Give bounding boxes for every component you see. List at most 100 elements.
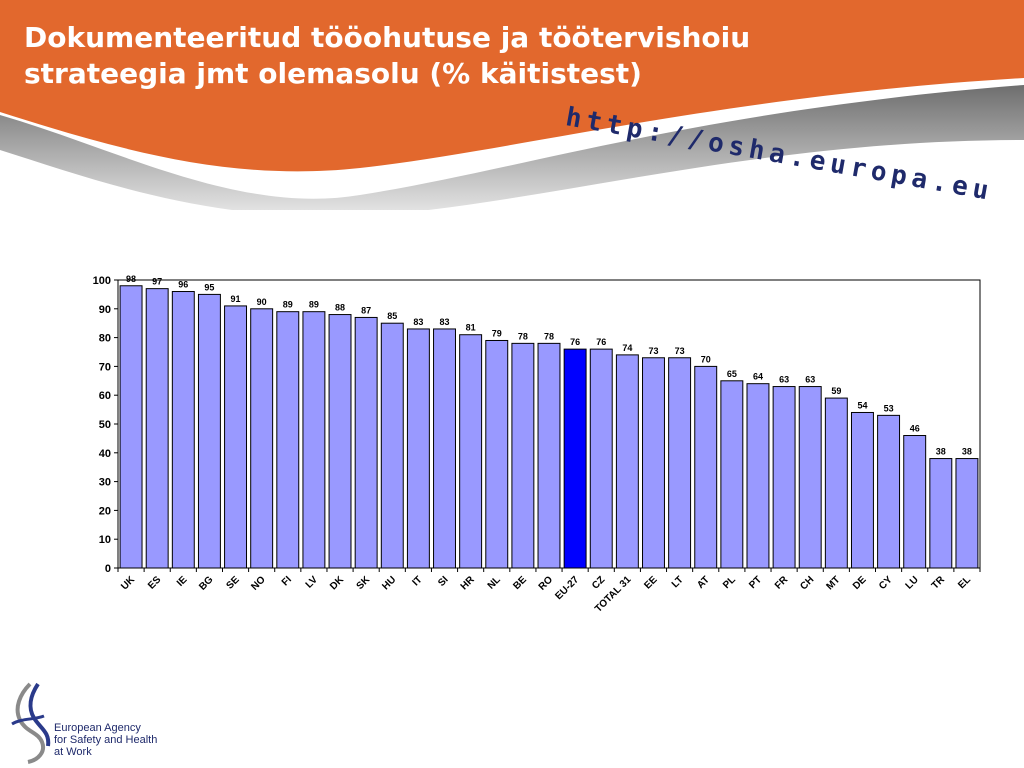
bar-pt <box>746 383 770 569</box>
y-tick-label: 20 <box>99 505 111 517</box>
bar-ie <box>171 291 195 569</box>
y-tick-label: 50 <box>99 419 111 431</box>
x-tick-label: UK <box>119 574 138 593</box>
data-label: 59 <box>831 386 841 396</box>
data-label: 88 <box>335 303 345 313</box>
data-label: 81 <box>466 323 476 333</box>
data-label: 83 <box>413 317 423 327</box>
header-banner <box>0 0 1024 210</box>
x-tick-label: BG <box>197 574 216 593</box>
x-tick-label: FI <box>280 574 294 588</box>
bar-fi <box>276 311 300 569</box>
bar-cz <box>589 348 613 569</box>
bar-nl <box>485 339 509 569</box>
data-label: 64 <box>753 372 763 382</box>
x-tick-label: BE <box>511 574 529 592</box>
data-labels: 98 97 96 95 91 90 89 89 88 87 85 83 83 81 79 78 78 76 76 74… <box>126 274 972 457</box>
x-tick-label: FR <box>773 574 791 592</box>
bar-eu-27 <box>563 348 587 569</box>
x-tick-label: AT <box>695 574 712 591</box>
x-tick-label: IE <box>175 574 190 589</box>
bar-fr <box>772 386 796 569</box>
data-label: 73 <box>675 346 685 356</box>
y-tick-label: 70 <box>99 361 111 373</box>
data-label: 89 <box>309 300 319 310</box>
data-label: 91 <box>231 294 241 304</box>
bar-de <box>850 411 874 569</box>
x-tick-label: MT <box>824 574 842 592</box>
x-tick-label: SI <box>436 574 451 589</box>
bar-sk <box>354 316 378 569</box>
y-tick-label: 0 <box>105 563 111 575</box>
data-label: 76 <box>570 337 580 347</box>
x-tick-label: NL <box>486 574 503 591</box>
eu-osha-logo <box>11 682 51 764</box>
y-tick-label: 40 <box>99 448 111 460</box>
x-tick-label: LU <box>904 574 921 591</box>
logo-line-3: at Work <box>54 746 92 758</box>
bars <box>119 285 979 569</box>
x-tick-label: RO <box>537 574 556 593</box>
y-axis: 0 10 20 30 40 50 60 70 80 90 100 <box>93 275 981 575</box>
bar-mt <box>824 397 848 569</box>
bar-at <box>694 365 718 569</box>
data-label: 90 <box>257 297 267 307</box>
data-label: 97 <box>152 277 162 287</box>
bar-se <box>224 305 248 569</box>
bar-bg <box>197 293 221 569</box>
data-label: 79 <box>492 328 502 338</box>
bar-lv <box>302 311 326 569</box>
data-label: 70 <box>701 354 711 364</box>
y-tick-label: 90 <box>99 304 111 316</box>
data-label: 78 <box>518 331 528 341</box>
x-tick-label: PT <box>747 574 764 591</box>
x-tick-label: SK <box>355 574 373 592</box>
bar-chart: 0 10 20 30 40 50 60 70 80 90 100 98 97 96 95 91 90 89 89 8… <box>93 274 981 615</box>
data-label: 73 <box>648 346 658 356</box>
data-label: 85 <box>387 311 397 321</box>
bar-uk <box>119 285 143 569</box>
x-tick-label: DK <box>328 574 347 593</box>
x-tick-label: EU-27 <box>553 574 581 602</box>
bar-hu <box>380 322 404 569</box>
data-label: 63 <box>779 375 789 385</box>
data-label: 63 <box>805 375 815 385</box>
data-label: 53 <box>884 403 894 413</box>
x-tick-label: PL <box>721 574 738 591</box>
x-tick-label: DE <box>851 574 869 592</box>
bar-dk <box>328 314 352 569</box>
x-tick-label: SE <box>224 574 241 591</box>
x-tick-label: HU <box>380 574 398 592</box>
logo-line-2: for Safety and Health <box>54 734 158 746</box>
bar-cy <box>877 414 901 569</box>
data-label: 95 <box>204 282 214 292</box>
x-tick-label: TR <box>930 574 948 592</box>
bar-ch <box>798 386 822 569</box>
data-label: 89 <box>283 300 293 310</box>
data-label: 83 <box>440 317 450 327</box>
bar-ro <box>537 342 561 569</box>
data-label: 38 <box>962 447 972 457</box>
bar-be <box>511 342 535 569</box>
data-label: 76 <box>596 337 606 347</box>
bar-total-31 <box>615 354 639 569</box>
data-label: 46 <box>910 424 920 434</box>
x-tick-label: CY <box>877 574 895 592</box>
y-tick-label: 100 <box>93 275 111 287</box>
x-tick-label: CZ <box>590 574 607 591</box>
data-label: 65 <box>727 369 737 379</box>
data-label: 98 <box>126 274 136 284</box>
logo-line-1: European Agency <box>54 722 141 734</box>
x-tick-label: ES <box>146 574 163 591</box>
bar-si <box>433 328 456 569</box>
data-label: 87 <box>361 305 371 315</box>
x-tick-label: CH <box>798 574 816 592</box>
x-tick-label: LT <box>670 574 686 590</box>
y-tick-label: 30 <box>99 477 111 489</box>
bar-tr <box>929 458 953 569</box>
x-tick-label: EE <box>642 574 659 591</box>
data-label: 54 <box>857 400 867 410</box>
agency-name: European Agency for Safety and Health at… <box>54 722 157 758</box>
x-tick-label: NO <box>249 574 268 593</box>
